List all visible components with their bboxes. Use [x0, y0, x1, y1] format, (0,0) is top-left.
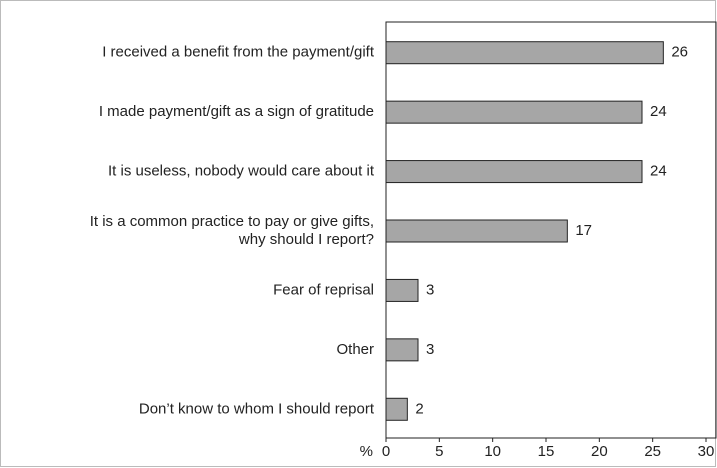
y-tick-label: Don’t know to whom I should report — [139, 400, 375, 417]
bar — [385, 100, 643, 124]
x-tick-label: 15 — [538, 443, 555, 460]
y-tick-label: I made payment/gift as a sign of gratitu… — [99, 103, 374, 120]
value-label: 26 — [671, 44, 688, 61]
x-tick-label: 10 — [484, 443, 501, 460]
x-axis-label: % — [360, 443, 373, 460]
value-label: 2 — [415, 400, 423, 417]
y-tick-label: I received a benefit from the payment/gi… — [102, 44, 375, 61]
y-tick-label: Other — [336, 341, 374, 358]
bar — [385, 397, 408, 421]
bar — [385, 160, 643, 184]
x-tick-label: 20 — [591, 443, 608, 460]
value-label: 24 — [650, 103, 667, 120]
value-label: 17 — [575, 222, 592, 239]
bar — [385, 41, 664, 65]
value-label: 3 — [426, 281, 434, 298]
value-label: 3 — [426, 341, 434, 358]
bar — [385, 219, 568, 243]
bar — [385, 338, 419, 362]
x-tick-label: 0 — [382, 443, 390, 460]
y-tick-label: It is useless, nobody would care about i… — [108, 163, 375, 180]
y-tick-label: It is a common practice to pay or give g… — [90, 213, 374, 248]
x-tick-label: 5 — [435, 443, 443, 460]
bar — [385, 278, 419, 302]
x-tick-label: 30 — [698, 443, 715, 460]
value-label: 24 — [650, 163, 667, 180]
y-tick-label: Fear of reprisal — [273, 281, 374, 298]
x-tick-label: 25 — [644, 443, 661, 460]
